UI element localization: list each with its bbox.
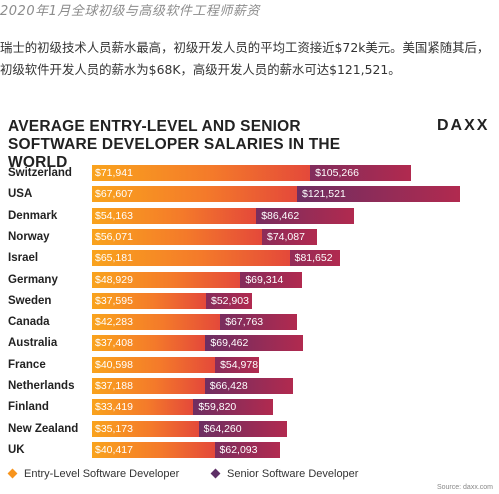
entry-salary-bar (92, 207, 257, 224)
senior-salary-value: $67,763 (225, 316, 264, 329)
entry-salary-value: $33,419 (95, 401, 133, 414)
senior-salary-value: $54,978 (220, 358, 259, 371)
country-label: Denmark (8, 209, 58, 222)
senior-salary-value: $121,521 (301, 188, 346, 201)
country-label: Norway (8, 230, 50, 243)
senior-salary-value: $69,314 (245, 273, 284, 286)
chart-title: AVERAGE ENTRY-LEVEL AND SENIOR SOFTWARE … (8, 118, 341, 171)
entry-salary-value: $42,283 (95, 316, 133, 329)
entry-salary-bar (92, 228, 262, 245)
entry-salary-value: $40,417 (95, 443, 133, 456)
entry-salary-bar (92, 292, 206, 309)
country-label: Germany (8, 273, 58, 286)
country-label: UK (8, 443, 25, 456)
entry-salary-bar (92, 335, 206, 352)
entry-salary-bar (92, 378, 205, 394)
entry-salary-bar (92, 356, 216, 373)
daxx-logo: DAXX (437, 117, 490, 134)
senior-salary-value: $81,652 (294, 252, 333, 265)
entry-salary-value: $37,595 (95, 294, 133, 307)
entry-salary-value: $37,408 (95, 337, 133, 350)
entry-salary-value: $65,181 (95, 252, 133, 265)
country-label: USA (8, 188, 33, 201)
senior-salary-value: $86,462 (261, 209, 300, 222)
legend-entry-label: Entry-Level Software Developer (24, 468, 180, 480)
country-label: Netherlands (8, 380, 75, 392)
legend-senior-marker (210, 468, 221, 479)
country-label: France (8, 358, 46, 371)
entry-salary-bar (92, 420, 199, 437)
article-title: 2020年1月全球初级与高级软件工程师薪资 (0, 4, 260, 19)
senior-salary-value: $52,903 (210, 294, 249, 307)
entry-salary-value: $56,071 (95, 230, 133, 243)
entry-salary-bar (92, 165, 311, 181)
senior-salary-value: $69,462 (210, 337, 249, 350)
source-note: Source: daxx.com (436, 484, 493, 491)
article-paragraph: 瑞士的初级技术人员薪水最高，初级开发人员的平均工资接近$72k美元。美国紧随其后… (0, 40, 490, 77)
senior-salary-value: $62,093 (219, 443, 258, 456)
country-label: Israel (8, 252, 39, 265)
entry-salary-bar (92, 399, 194, 416)
senior-salary-value: $66,428 (209, 380, 248, 392)
entry-salary-value: $71,941 (95, 167, 133, 179)
legend-senior-label: Senior Software Developer (227, 468, 359, 480)
country-label: Canada (8, 316, 50, 329)
senior-salary-value: $64,260 (203, 422, 242, 435)
country-label: Australia (8, 337, 58, 350)
country-label: Sweden (8, 294, 52, 307)
senior-salary-value: $105,266 (315, 167, 359, 179)
entry-salary-value: $67,607 (95, 188, 133, 201)
entry-salary-bar (92, 271, 241, 288)
entry-salary-value: $48,929 (95, 273, 133, 286)
senior-salary-value: $59,820 (198, 401, 237, 414)
entry-salary-bar (92, 250, 290, 267)
country-label: New Zealand (8, 422, 79, 435)
country-label: Switzerland (8, 167, 72, 179)
entry-salary-value: $37,188 (95, 380, 133, 392)
entry-salary-value: $40,598 (95, 358, 133, 371)
entry-salary-bar (92, 314, 221, 331)
entry-salary-bar (92, 441, 215, 458)
entry-salary-value: $54,163 (95, 209, 133, 222)
senior-salary-value: $74,087 (267, 230, 305, 243)
entry-salary-value: $35,173 (95, 422, 133, 435)
country-label: Finland (8, 401, 49, 414)
legend-entry-marker (7, 468, 18, 479)
entry-salary-bar (92, 186, 297, 203)
